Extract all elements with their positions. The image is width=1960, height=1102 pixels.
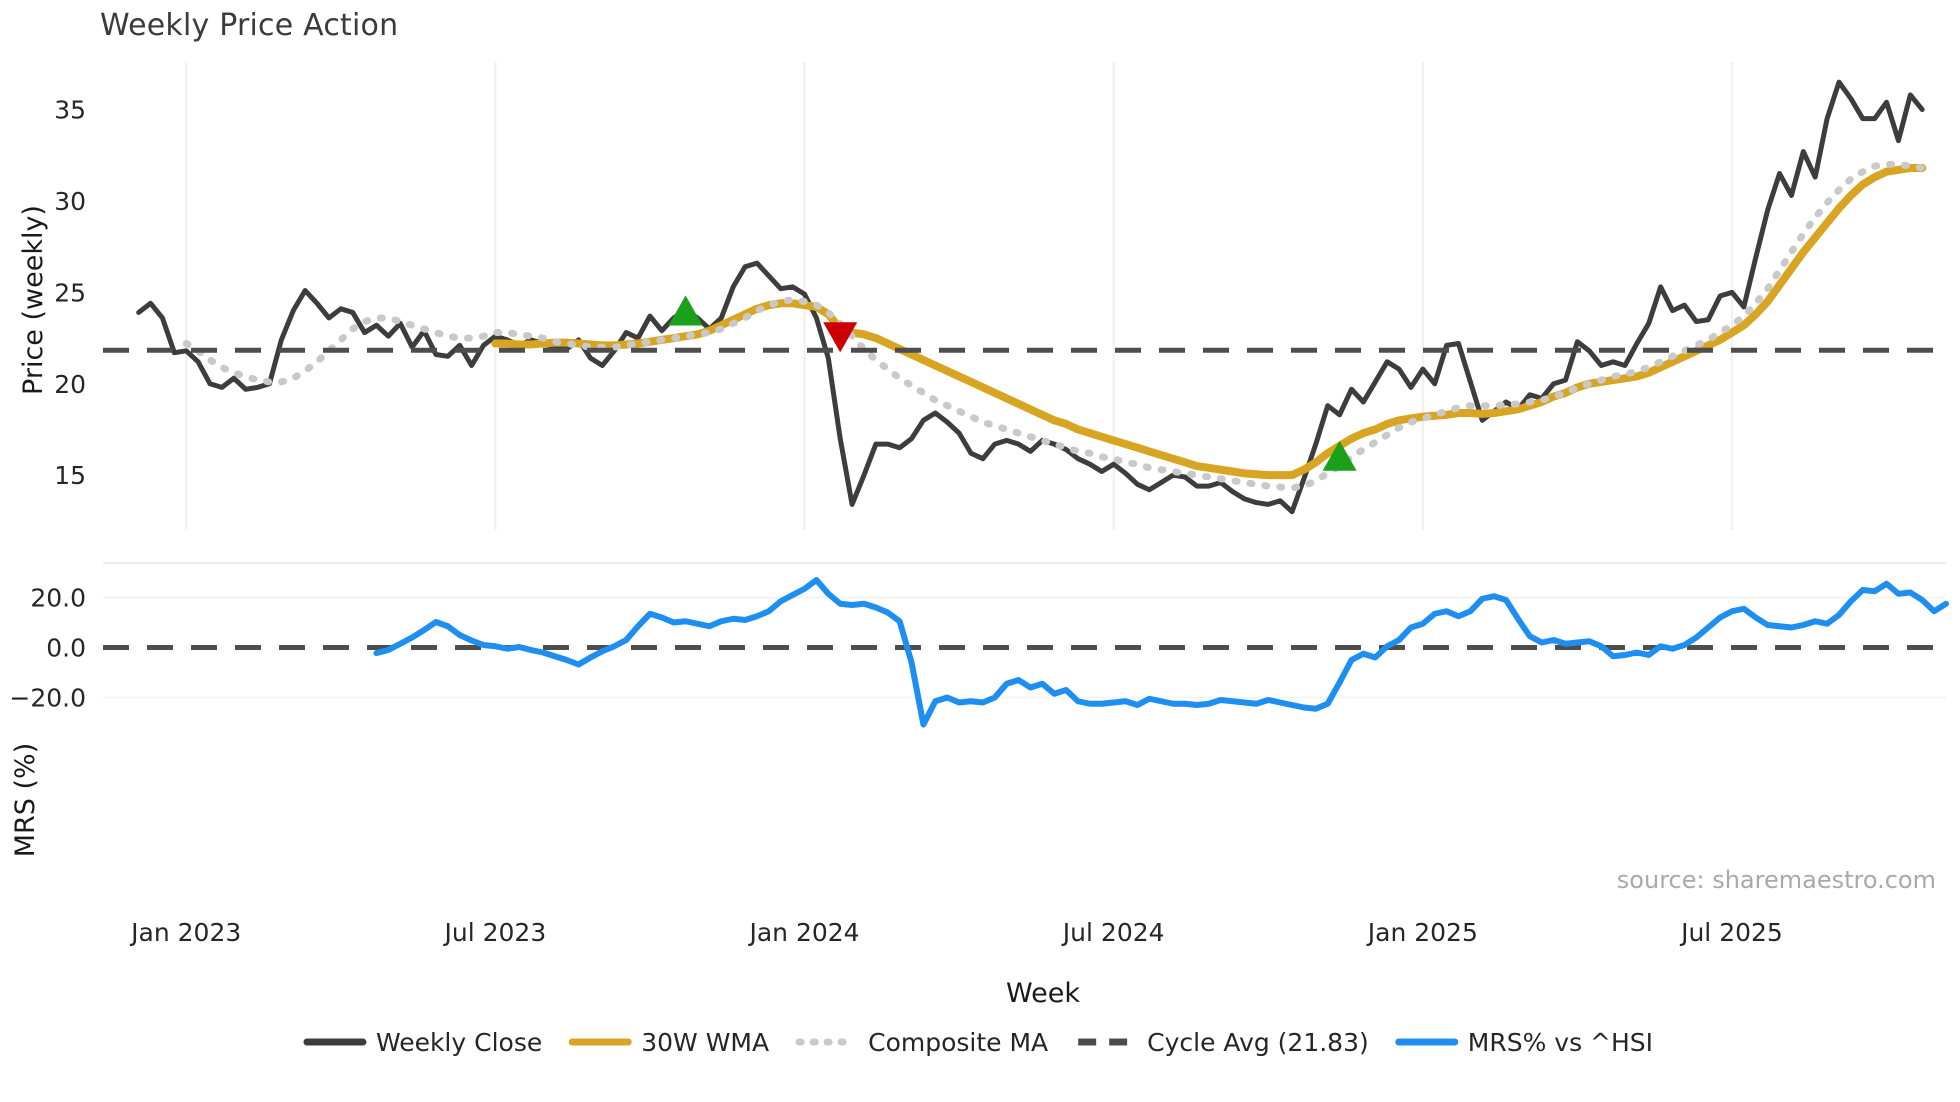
legend-item-composite-ma[interactable]: Composite MA xyxy=(795,1028,1048,1057)
mrs-panel-series xyxy=(103,577,1949,728)
price-y-axis-label: Price (weekly) xyxy=(18,205,49,395)
x-tick-label: Jul 2025 xyxy=(1679,918,1783,947)
price-panel-gridlines xyxy=(185,62,1733,530)
price-y-axis-ticks: 35 30 25 20 15 xyxy=(54,96,86,491)
page-title: Weekly Price Action xyxy=(100,8,399,43)
mrs-panel-gridlines xyxy=(103,562,1946,699)
x-tick-label: Jul 2023 xyxy=(443,918,547,947)
series-line-composite-ma xyxy=(182,160,1926,492)
x-tick-label: Jan 2023 xyxy=(129,918,241,947)
source-watermark: source: sharemaestro.com xyxy=(1617,866,1936,894)
chart-legend: Weekly Close 30W WMA Composite MA Cycle Avg… xyxy=(303,1028,1653,1057)
price-panel-markers xyxy=(668,295,1357,471)
price-y-tick-label: 35 xyxy=(54,96,86,125)
price-y-tick-label: 25 xyxy=(54,278,86,307)
price-panel-series xyxy=(103,79,1946,515)
series-line-weekly-close xyxy=(136,79,1925,515)
price-y-tick-label: 20 xyxy=(54,370,86,399)
buy-marker xyxy=(1322,440,1357,471)
legend-label-30w-wma: 30W WMA xyxy=(641,1028,769,1057)
x-tick-label: Jan 2024 xyxy=(747,918,859,947)
mrs-y-tick-label: 0.0 xyxy=(46,634,86,663)
sell-marker xyxy=(823,322,858,353)
legend-item-cycle-avg-21-83[interactable]: Cycle Avg (21.83) xyxy=(1078,1028,1369,1057)
price-y-tick-label: 15 xyxy=(54,461,86,490)
legend-item-30w-wma[interactable]: 30W WMA xyxy=(568,1028,769,1057)
price-y-tick-label: 30 xyxy=(54,187,86,216)
x-axis-label: Week xyxy=(1006,978,1080,1009)
x-axis-ticks: Jan 2023 Jul 2023 Jan 2024 Jul 2024 Jan 2025… xyxy=(129,918,1783,947)
x-tick-label: Jan 2025 xyxy=(1366,918,1478,947)
legend-label-mrs-vs-hsi: MRS% vs ^HSI xyxy=(1468,1028,1653,1057)
buy-marker xyxy=(668,295,703,326)
legend-label-composite-ma: Composite MA xyxy=(868,1028,1048,1057)
legend-label-cycle-avg-21-83: Cycle Avg (21.83) xyxy=(1147,1028,1369,1057)
legend-item-mrs-vs-hsi[interactable]: MRS% vs ^HSI xyxy=(1395,1028,1653,1057)
legend-item-weekly-close[interactable]: Weekly Close xyxy=(303,1028,542,1057)
legend-label-weekly-close: Weekly Close xyxy=(376,1028,542,1057)
mrs-y-tick-label: 20.0 xyxy=(30,584,86,613)
mrs-y-axis-ticks: 20.0 0.0 −20.0 xyxy=(9,584,86,713)
mrs-y-axis-label: MRS (%) xyxy=(10,743,41,858)
mrs-y-tick-label: −20.0 xyxy=(9,684,86,713)
x-tick-label: Jul 2024 xyxy=(1061,918,1165,947)
series-line-mrs-vs-hsi xyxy=(373,577,1949,728)
